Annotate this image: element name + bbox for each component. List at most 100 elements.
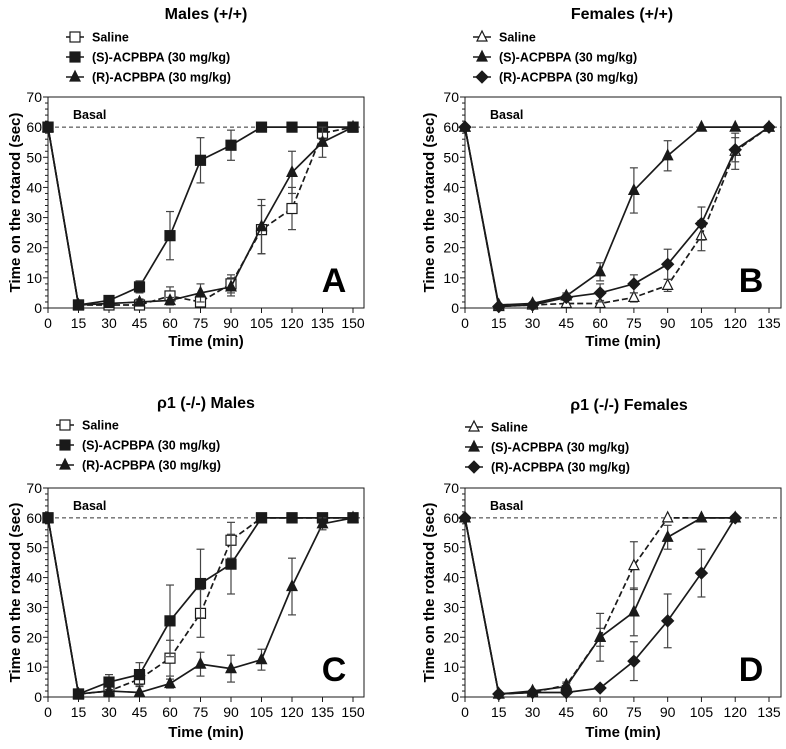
plot-frame xyxy=(464,487,782,698)
data-point xyxy=(133,294,146,307)
legend-label: (S)-ACPBPA (30 mg/kg) xyxy=(82,439,220,453)
basal-label: Basal xyxy=(73,108,106,122)
legend-entry: (S)-ACPBPA (30 mg/kg) xyxy=(473,49,637,65)
x-tick-label: 0 xyxy=(44,704,52,720)
legend-entry: (S)-ACPBPA (30 mg/kg) xyxy=(465,439,629,455)
y-tick-label: 30 xyxy=(26,210,42,226)
y-tick-label: 70 xyxy=(26,89,42,105)
data-point xyxy=(255,512,268,524)
data-point xyxy=(133,685,146,698)
data-point xyxy=(72,686,85,699)
legend-entry: Saline xyxy=(66,31,129,45)
data-point xyxy=(255,121,268,133)
x-axis-label: Time (min) xyxy=(168,724,244,741)
x-tick-label: 30 xyxy=(525,704,541,720)
x-tick-label: 150 xyxy=(341,315,365,331)
legend-label: Saline xyxy=(499,31,536,45)
legend-entry: Saline xyxy=(465,419,528,435)
y-tick-label: 60 xyxy=(443,119,459,135)
legend-entry: (R)-ACPBPA (30 mg/kg) xyxy=(465,460,630,475)
data-point xyxy=(525,685,540,700)
x-tick-label: 15 xyxy=(71,315,87,331)
y-tick-label: 40 xyxy=(26,570,42,586)
legend-marker xyxy=(475,70,489,84)
x-axis-label: Time (min) xyxy=(168,333,244,350)
data-point xyxy=(661,529,674,542)
y-tick-label: 70 xyxy=(443,89,459,105)
x-tick-label: 120 xyxy=(724,704,748,720)
y-tick-label: 20 xyxy=(26,629,42,645)
x-tick-label: 135 xyxy=(757,315,781,331)
legend-marker xyxy=(476,49,488,62)
series-line xyxy=(464,517,736,695)
x-tick-label: 75 xyxy=(193,704,209,720)
y-axis-label: Time on the rotarod (sec) xyxy=(7,113,24,293)
x-tick-label: 15 xyxy=(491,704,507,720)
series-line xyxy=(464,126,769,306)
data-point xyxy=(729,119,742,132)
legend-label: (S)-ACPBPA (30 mg/kg) xyxy=(92,51,230,65)
x-tick-label: 30 xyxy=(525,315,541,331)
x-tick-label: 75 xyxy=(193,315,209,331)
series-line xyxy=(464,517,736,695)
data-point xyxy=(164,230,176,242)
y-axis-label: Time on the rotarod (sec) xyxy=(7,503,24,683)
panel-letter: C xyxy=(322,651,347,689)
data-point xyxy=(694,216,709,231)
y-tick-label: 10 xyxy=(26,659,42,675)
legend-marker xyxy=(467,460,481,474)
chart-title: ρ1 (-/-) Males xyxy=(157,395,255,412)
x-tick-label: 135 xyxy=(757,704,781,720)
series-line xyxy=(464,517,736,695)
y-tick-label: 10 xyxy=(443,270,459,286)
legend-label: (R)-ACPBPA (30 mg/kg) xyxy=(92,71,231,85)
x-tick-label: 0 xyxy=(44,315,52,331)
legend-entry: Saline xyxy=(473,29,536,45)
series-r-acpbpa-30-mg-kg xyxy=(458,120,776,314)
x-tick-label: 60 xyxy=(592,704,608,720)
data-point xyxy=(559,685,574,700)
legend-entry: (S)-ACPBPA (30 mg/kg) xyxy=(56,439,220,453)
plot-frame xyxy=(47,487,365,698)
chart-title: Males (+/+) xyxy=(165,6,248,23)
y-tick-label: 20 xyxy=(443,240,459,256)
legend-label: (R)-ACPBPA (30 mg/kg) xyxy=(82,459,221,473)
y-tick-label: 0 xyxy=(451,300,459,316)
legend-entry: (R)-ACPBPA (30 mg/kg) xyxy=(473,70,638,85)
data-point xyxy=(42,119,54,132)
data-point xyxy=(593,286,607,300)
data-point xyxy=(286,202,298,215)
y-tick-label: 50 xyxy=(26,149,42,165)
data-point xyxy=(103,296,115,309)
data-point xyxy=(627,290,640,303)
y-tick-label: 30 xyxy=(26,599,42,615)
series-s-acpbpa-30-mg-kg xyxy=(459,510,742,699)
x-tick-label: 90 xyxy=(660,315,676,331)
series-r-acpbpa-30-mg-kg xyxy=(42,510,359,699)
data-point xyxy=(627,183,640,196)
x-tick-label: 150 xyxy=(341,704,365,720)
data-point xyxy=(316,516,329,529)
y-tick-label: 60 xyxy=(26,510,42,526)
data-point xyxy=(255,219,268,232)
x-tick-label: 135 xyxy=(311,704,335,720)
data-point xyxy=(762,120,776,134)
data-point xyxy=(133,281,146,293)
data-point xyxy=(194,656,207,669)
legend-entry: (R)-ACPBPA (30 mg/kg) xyxy=(66,69,231,85)
x-tick-label: 90 xyxy=(223,704,239,720)
x-tick-label: 75 xyxy=(626,704,642,720)
data-point xyxy=(694,566,709,580)
data-point xyxy=(559,290,574,305)
y-axis-label: Time on the rotarod (sec) xyxy=(421,503,438,683)
x-tick-label: 30 xyxy=(101,704,117,720)
basal-label: Basal xyxy=(490,499,523,513)
data-point xyxy=(594,264,607,277)
data-point xyxy=(661,148,674,161)
data-point xyxy=(525,298,540,312)
y-tick-label: 30 xyxy=(443,599,459,615)
y-tick-label: 40 xyxy=(443,570,459,586)
x-tick-label: 0 xyxy=(461,315,469,331)
y-tick-label: 60 xyxy=(443,510,459,526)
